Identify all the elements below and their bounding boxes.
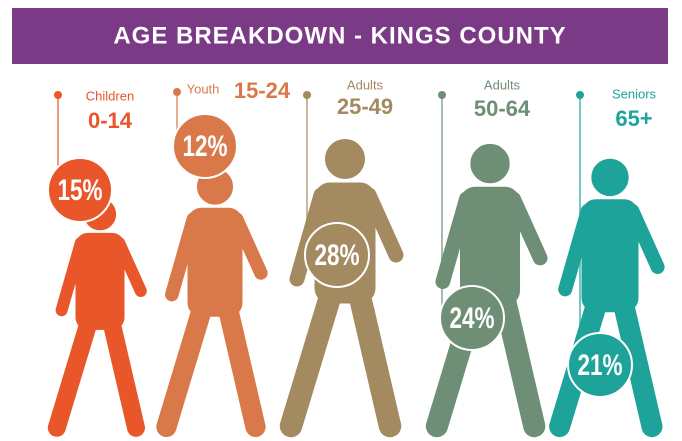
group-label: Adults [484, 77, 521, 92]
percent-circle [304, 222, 370, 288]
leg [493, 288, 546, 438]
arm [506, 191, 548, 266]
head [591, 158, 629, 197]
leg [47, 315, 97, 437]
arm [625, 204, 665, 274]
head [325, 139, 365, 179]
arm [435, 191, 474, 289]
age-range: 0-14 [88, 108, 133, 133]
silhouette [47, 198, 147, 437]
age-range: 50-64 [474, 96, 531, 121]
leg [218, 300, 266, 438]
pin-dot [576, 91, 584, 99]
percent-label: 15% [57, 173, 102, 207]
arm [361, 187, 404, 263]
percent-label: 28% [314, 238, 359, 272]
leg [613, 295, 663, 438]
percent-circle [439, 285, 505, 351]
leg [279, 285, 342, 438]
leg [156, 300, 212, 438]
age-range: 15-24 [234, 78, 291, 103]
arm [289, 187, 329, 287]
group-label: Adults [347, 77, 384, 92]
arm [55, 237, 87, 317]
percent-label: 21% [577, 348, 622, 382]
age-range: 25-49 [337, 94, 393, 119]
pin-dot [303, 91, 311, 99]
leg [103, 315, 145, 437]
age-range: 65+ [615, 106, 652, 131]
pin-dot [54, 91, 62, 99]
leg [348, 285, 402, 438]
percent-circle [172, 113, 238, 179]
percent-label: 24% [449, 301, 494, 335]
chart-title: AGE BREAKDOWN - KINGS COUNTY [113, 22, 566, 49]
silhouette [425, 143, 548, 438]
arm [558, 204, 595, 297]
arm [229, 212, 268, 280]
group-label: Children [86, 88, 134, 103]
arm [113, 237, 147, 297]
pin-dot [173, 88, 181, 96]
group-label: Youth [187, 81, 220, 96]
percent-circle [567, 332, 633, 398]
group-label: Seniors [612, 86, 657, 101]
arm [165, 212, 201, 302]
percent-circle [47, 157, 113, 223]
head [470, 143, 510, 184]
pin-dot [438, 91, 446, 99]
title-bar [12, 8, 668, 64]
percent-label: 12% [182, 129, 227, 163]
silhouette [156, 168, 268, 438]
